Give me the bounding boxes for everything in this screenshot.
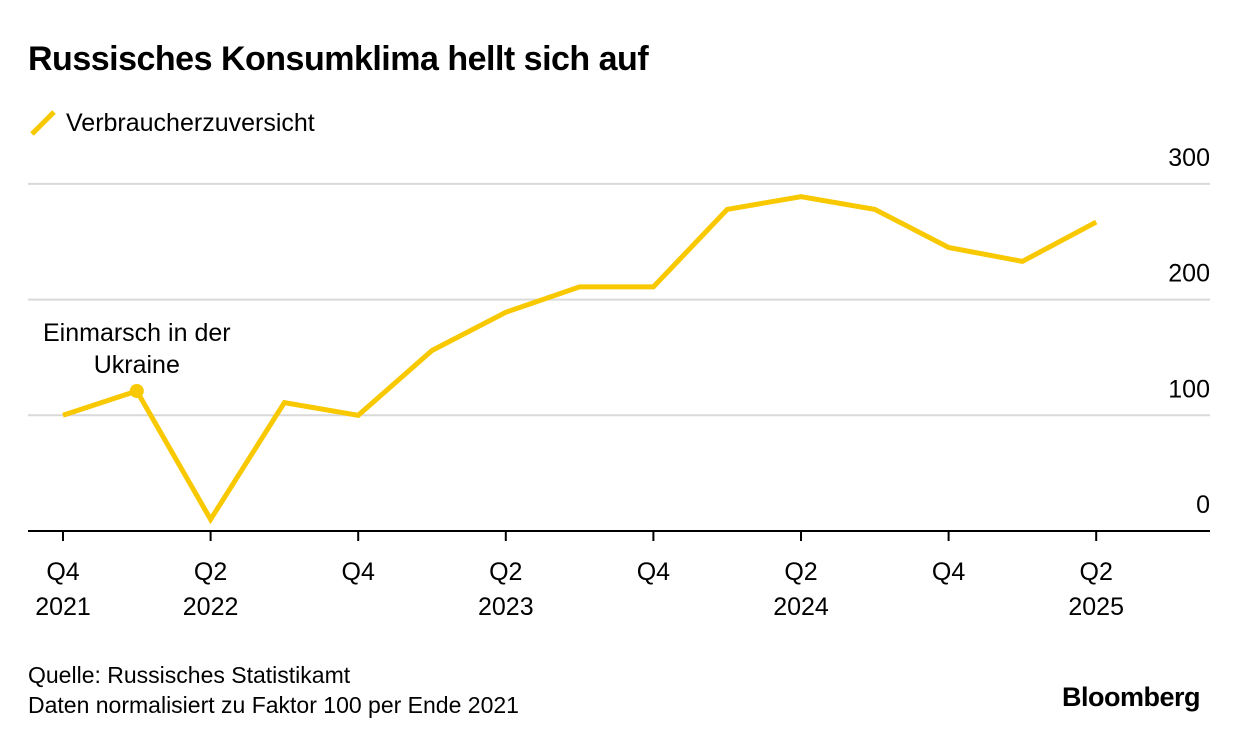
x-tick-label: Q2 [784,558,817,586]
x-tick-label: Q4 [932,558,965,586]
series-line-verbraucherzuversicht [62,194,1098,525]
annotation-text: Einmarsch in der [43,319,231,347]
legend-line-icon [30,110,56,136]
y-tick-label: 0 [1196,491,1210,519]
legend-label: Verbraucherzuversicht [66,108,315,137]
footer: Quelle: Russisches Statistikamt Daten no… [28,660,519,720]
chart-title: Russisches Konsumklima hellt sich auf [28,40,649,78]
y-tick-label: 100 [1168,375,1210,403]
x-tick-label: Q2 [1080,558,1113,586]
x-tick-year-label: 2023 [478,593,534,621]
line-chart: 0 100 200 300 Q4 2021 Q2 2022 Q4 Q2 2023 Q4 Q2 2024 Q4… [28,144,1210,621]
legend: Verbraucherzuversicht [28,106,315,140]
normalization-note: Daten normalisiert zu Faktor 100 per End… [28,692,519,718]
x-tick-year-label: 2021 [35,593,91,621]
x-tick-label: Q2 [489,558,522,586]
x-tick-label: Q2 [194,558,227,586]
annotation-marker [129,384,144,399]
x-tick-year-label: 2025 [1068,593,1124,621]
x-tick-year-label: 2024 [773,593,829,621]
bloomberg-logo: Bloomberg [1061,682,1201,712]
annotation-text: Ukraine [94,351,180,379]
y-tick-label: 200 [1168,260,1210,288]
source-note: Quelle: Russisches Statistikamt [28,662,351,688]
x-tick-label: Q4 [637,558,670,586]
y-tick-label: 300 [1168,144,1210,172]
x-tick-label: Q4 [46,558,79,586]
x-tick-label: Q4 [342,558,375,586]
x-tick-year-label: 2022 [183,593,239,621]
